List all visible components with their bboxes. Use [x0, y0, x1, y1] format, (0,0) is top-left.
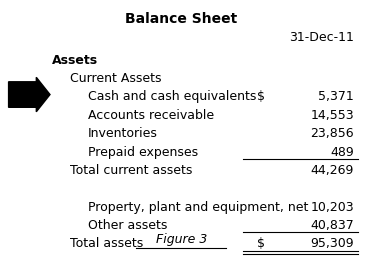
Text: Inventories: Inventories: [88, 127, 158, 140]
Text: 23,856: 23,856: [310, 127, 354, 140]
Text: Accounts receivable: Accounts receivable: [88, 109, 214, 122]
Text: Property, plant and equipment, net: Property, plant and equipment, net: [88, 201, 308, 214]
Text: 31-Dec-11: 31-Dec-11: [289, 31, 354, 44]
Text: 5,371: 5,371: [319, 91, 354, 103]
Text: Figure 3: Figure 3: [156, 233, 207, 246]
Text: 95,309: 95,309: [310, 237, 354, 251]
Text: Current Assets: Current Assets: [70, 72, 161, 85]
FancyArrow shape: [8, 77, 50, 112]
Text: 10,203: 10,203: [310, 201, 354, 214]
Text: 14,553: 14,553: [310, 109, 354, 122]
Text: Balance Sheet: Balance Sheet: [125, 12, 237, 26]
Text: Prepaid expenses: Prepaid expenses: [88, 146, 198, 159]
Text: Other assets: Other assets: [88, 219, 167, 232]
Text: Total current assets: Total current assets: [70, 164, 192, 177]
Text: Cash and cash equivalents: Cash and cash equivalents: [88, 91, 256, 103]
Text: 44,269: 44,269: [311, 164, 354, 177]
Text: $: $: [257, 91, 265, 103]
Text: Assets: Assets: [52, 54, 98, 67]
Text: Total assets: Total assets: [70, 237, 143, 251]
Text: 40,837: 40,837: [310, 219, 354, 232]
Text: 489: 489: [330, 146, 354, 159]
Text: $: $: [257, 237, 265, 251]
